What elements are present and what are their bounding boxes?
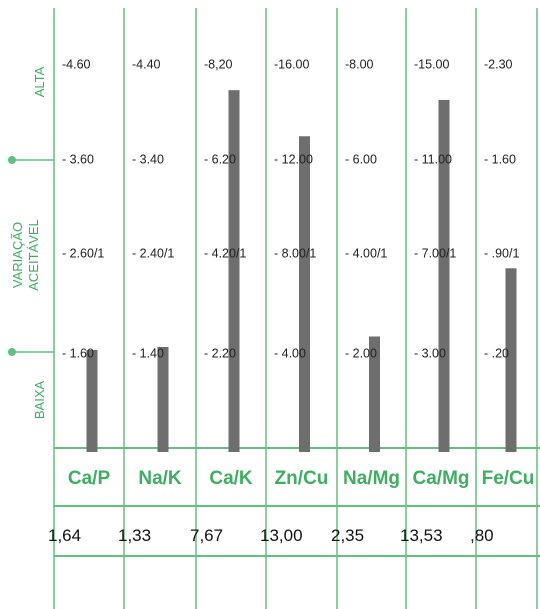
tick-label: - 2.20 xyxy=(204,346,236,360)
bar-na-mg xyxy=(369,336,380,452)
tick-label: -2.30 xyxy=(484,57,513,71)
tick-label: - 6.20 xyxy=(204,152,236,166)
value-label: 1,33 xyxy=(118,526,151,545)
tick-label: - 4.20/1 xyxy=(204,246,246,260)
value-label: ,80 xyxy=(470,526,494,545)
category-label: Fe/Cu xyxy=(482,468,535,489)
value-label: 1,64 xyxy=(48,526,81,545)
tick-label: - 2.40/1 xyxy=(132,246,174,260)
value-label: 13,53 xyxy=(400,526,443,545)
tick-label: - .90/1 xyxy=(484,246,519,260)
category-label: Zn/Cu xyxy=(275,468,329,489)
tick-label: - 1.40 xyxy=(132,346,164,360)
band-label-low: BAIXA xyxy=(32,381,47,420)
tick-label: - 3.60 xyxy=(62,152,94,166)
range-marker-dot xyxy=(8,348,16,356)
bar-fe-cu xyxy=(505,268,517,452)
tick-label: - 3.00 xyxy=(414,346,446,360)
tick-label: - 2.60/1 xyxy=(62,246,104,260)
value-labels: 1,64 1,33 7,67 13,00 2,35 13,53 ,80 xyxy=(48,526,494,545)
band-label-high: ALTA xyxy=(32,66,47,97)
tick-label: - 4.00 xyxy=(274,346,306,360)
tick-label: - 3.40 xyxy=(132,152,164,166)
category-labels: Ca/P Na/K Ca/K Zn/Cu Na/Mg Ca/Mg Fe/Cu xyxy=(68,468,535,489)
tick-label: - 12.00 xyxy=(274,152,313,166)
chart-grid xyxy=(8,8,540,609)
value-label: 13,00 xyxy=(260,526,303,545)
bar-ca-k xyxy=(228,90,240,453)
tick-label: -4.40 xyxy=(132,57,161,71)
tick-label: - 7.00/1 xyxy=(414,246,456,260)
value-label: 7,67 xyxy=(190,526,223,545)
tick-label: - 4.00/1 xyxy=(345,246,387,260)
tick-label: -4.60 xyxy=(62,57,91,71)
tick-label: - 1.60 xyxy=(62,346,94,360)
tick-label: -8,20 xyxy=(204,57,233,71)
bars xyxy=(86,90,517,453)
band-label-acceptable-2: ACEITÁVEL xyxy=(26,219,41,291)
band-label-acceptable-1: VARIAÇÃO xyxy=(10,222,25,288)
range-marker-dot xyxy=(8,156,16,164)
category-label: Ca/P xyxy=(68,468,111,489)
tick-label: - 1.60 xyxy=(484,152,516,166)
tick-label: -16.00 xyxy=(274,57,309,71)
tick-label: - 11.00 xyxy=(414,152,452,166)
bar-ca-p xyxy=(86,350,98,452)
tick-label: - 2.00 xyxy=(345,346,377,360)
tick-label: - 8.00/1 xyxy=(274,246,316,260)
tick-label: -15.00 xyxy=(414,57,449,71)
bar-ca-mg xyxy=(438,99,450,452)
category-label: Ca/K xyxy=(209,468,253,489)
tick-label: - .20 xyxy=(484,346,509,360)
category-label: Na/Mg xyxy=(343,468,400,489)
category-label: Na/K xyxy=(138,468,182,489)
tick-label: - 6.00 xyxy=(345,152,377,166)
bar-na-k xyxy=(157,347,169,452)
band-labels: ALTA VARIAÇÃO ACEITÁVEL BAIXA xyxy=(10,66,47,419)
bar-zn-cu xyxy=(299,136,310,452)
category-label: Ca/Mg xyxy=(413,468,470,489)
tick-labels: -4.60 - 3.60 - 2.60/1 - 1.60 -4.40 - 3.40 - 2.… xyxy=(62,57,519,360)
tick-label: -8.00 xyxy=(345,57,374,71)
value-label: 2,35 xyxy=(331,526,364,545)
